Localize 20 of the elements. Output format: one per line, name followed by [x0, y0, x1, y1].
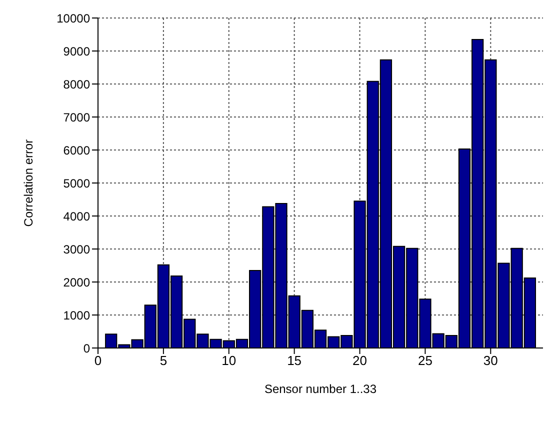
- y-tick-label: 5000: [63, 176, 90, 190]
- x-tick-label: 15: [287, 353, 302, 368]
- y-tick-label: 1000: [63, 308, 90, 322]
- y-axis-title: Correlation error: [21, 139, 36, 227]
- x-axis-title: Sensor number 1..33: [264, 382, 377, 396]
- x-tick-label: 5: [160, 353, 168, 368]
- x-tick-label: 10: [222, 353, 236, 368]
- x-tick-label: 25: [418, 353, 432, 368]
- y-tick-label: 9000: [63, 44, 90, 58]
- x-tick-label: 30: [483, 353, 498, 368]
- y-tick-label: 4000: [63, 209, 90, 224]
- y-tick-label: 10000: [56, 11, 90, 26]
- y-tick-label: 7000: [63, 110, 90, 124]
- x-tick-label: 20: [352, 353, 367, 368]
- y-tick-label: 3000: [63, 242, 90, 256]
- y-tick-label: 6000: [63, 143, 90, 158]
- y-tick-label: 0: [83, 341, 90, 356]
- y-tick-label: 8000: [63, 77, 90, 92]
- x-tick-label: 0: [94, 353, 102, 368]
- y-tick-label: 2000: [63, 275, 90, 290]
